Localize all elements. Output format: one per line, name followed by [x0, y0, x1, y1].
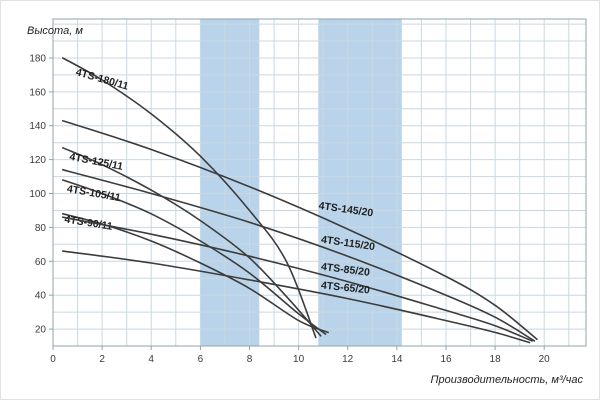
y-axis-tick-label: 100: [29, 189, 46, 200]
x-axis-tick-label: 6: [198, 354, 204, 365]
x-axis-tick-label: 18: [490, 354, 502, 365]
curve-label-4ts-85-20: 4TS-85/20: [320, 261, 370, 279]
curve-4ts-115-20: [62, 169, 536, 342]
y-axis-tick-label: 60: [35, 257, 47, 268]
curve-4ts-65-20: [62, 250, 531, 344]
curve-4ts-85-20: [62, 216, 533, 342]
curve-label-4ts-105-11: 4TS-105/11: [66, 183, 122, 204]
y-axis-tick-label: 40: [35, 291, 47, 302]
x-axis-tick-label: 8: [247, 354, 253, 365]
curve-4ts-180-11: [62, 57, 317, 339]
x-axis-tick-label: 0: [50, 354, 56, 365]
curve-label-4ts-65-20: 4TS-65/20: [320, 279, 370, 296]
x-axis-tick-label: 12: [342, 354, 354, 365]
x-axis-tick-label: 14: [391, 354, 403, 365]
y-axis-title: Высота, м: [27, 25, 83, 37]
x-axis-tick-label: 2: [99, 354, 105, 365]
recommended-range-band-2: [318, 19, 402, 346]
y-axis-tick-label: 140: [29, 121, 46, 132]
x-axis-title: Производительность, м³/час: [430, 374, 583, 386]
y-axis-tick-label: 180: [29, 54, 46, 65]
plot-border: [52, 18, 587, 347]
y-axis-tick-label: 160: [29, 87, 46, 98]
curve-label-4ts-90-11: 4TS-90/11: [64, 213, 114, 232]
curve-label-4ts-125-11: 4TS-125/11: [68, 151, 124, 173]
curve-4ts-125-11: [62, 147, 322, 337]
x-axis-tick-label: 4: [148, 354, 154, 365]
y-axis-tick-label: 20: [35, 325, 47, 336]
x-axis-tick-label: 16: [440, 354, 452, 365]
x-axis-tick-label: 20: [539, 354, 551, 365]
recommended-range-band-1: [200, 19, 260, 346]
y-axis-tick-label: 120: [29, 155, 46, 166]
curve-4ts-145-20: [62, 119, 538, 340]
x-axis-tick-label: 10: [293, 354, 305, 365]
curve-4ts-105-11: [62, 179, 327, 335]
y-axis-tick-label: 80: [35, 223, 47, 234]
